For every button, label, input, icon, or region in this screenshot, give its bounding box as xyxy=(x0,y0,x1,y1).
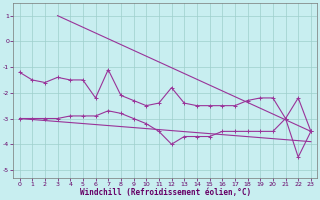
X-axis label: Windchill (Refroidissement éolien,°C): Windchill (Refroidissement éolien,°C) xyxy=(80,188,251,197)
